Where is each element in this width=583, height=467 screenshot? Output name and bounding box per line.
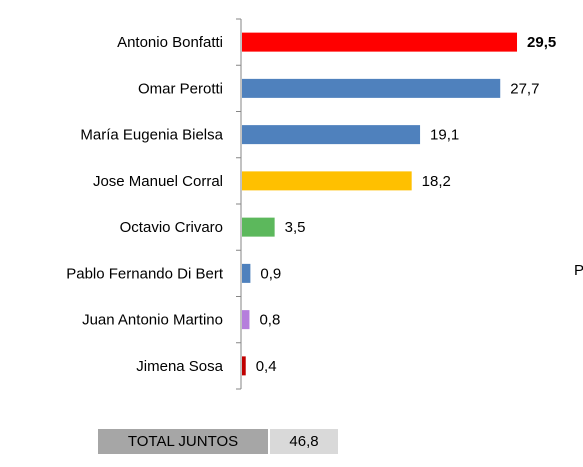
category-label: Jose Manuel Corral xyxy=(93,173,223,190)
value-label: 0,4 xyxy=(256,358,277,375)
value-label: 3,5 xyxy=(285,219,306,236)
category-label: Octavio Crivaro xyxy=(120,219,223,236)
cut-off-edge-text: P xyxy=(574,262,583,279)
category-label: Pablo Fernando Di Bert xyxy=(66,265,224,282)
value-label: 27,7 xyxy=(510,80,539,97)
value-label: 0,9 xyxy=(260,265,281,282)
bar xyxy=(242,32,518,52)
category-label: Antonio Bonfatti xyxy=(117,34,223,51)
value-labels: 29,5 27,7 19,1 18,2 3,5 0,9 0,8 0,4 xyxy=(256,34,556,375)
value-label: 18,2 xyxy=(422,173,451,190)
category-label: Juan Antonio Martino xyxy=(82,312,223,329)
bar xyxy=(242,217,275,237)
value-label: 19,1 xyxy=(430,127,459,144)
value-label: 0,8 xyxy=(259,312,280,329)
total-value: 46,8 xyxy=(270,429,338,454)
category-axis xyxy=(236,18,242,390)
category-label: María Eugenia Bielsa xyxy=(80,127,223,144)
bar xyxy=(242,125,421,145)
category-labels: Antonio Bonfatti Omar Perotti María Eugeni… xyxy=(66,34,224,375)
bar xyxy=(242,263,251,283)
category-label: Omar Perotti xyxy=(138,80,223,97)
bars xyxy=(242,32,518,376)
bar xyxy=(242,171,412,191)
category-label: Jimena Sosa xyxy=(136,358,223,375)
bar xyxy=(242,78,501,98)
total-label: TOTAL JUNTOS xyxy=(98,429,268,454)
bar xyxy=(242,356,246,376)
value-label: 29,5 xyxy=(527,34,556,51)
bar xyxy=(242,310,250,330)
